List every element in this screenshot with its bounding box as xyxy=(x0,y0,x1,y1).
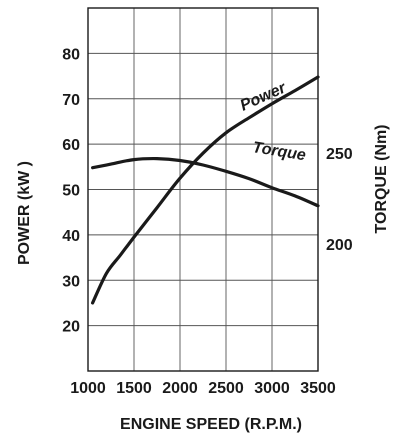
y-axis-right-title: TORQUE (Nm) xyxy=(373,124,390,233)
plot-frame xyxy=(87,7,319,372)
tick-labels: 1000 1500 2000 2500 3000 3500 20 30 40 50 60 70 80 20… xyxy=(62,46,353,397)
torque-series-label: Torque xyxy=(251,139,307,164)
y-axis-left-title: POWER (kW ) xyxy=(16,161,33,265)
y-right-tick-label: 200 xyxy=(326,237,353,254)
y-left-tick-label: 40 xyxy=(62,228,80,245)
y-left-tick-label: 50 xyxy=(62,183,80,200)
y-left-tick-label: 20 xyxy=(62,319,80,336)
power-line xyxy=(91,75,320,305)
x-tick-label: 3500 xyxy=(300,380,336,397)
y-right-tick-label: 250 xyxy=(326,146,353,163)
y-left-tick-label: 80 xyxy=(62,46,80,63)
x-tick-label: 2500 xyxy=(208,380,244,397)
y-left-tick-label: 60 xyxy=(62,137,80,154)
series-lines xyxy=(91,75,320,305)
x-tick-label: 1000 xyxy=(70,380,106,397)
x-tick-label: 1500 xyxy=(116,380,152,397)
y-left-tick-label: 70 xyxy=(62,92,80,109)
x-axis-title: ENGINE SPEED (R.P.M.) xyxy=(120,416,302,433)
y-left-tick-label: 30 xyxy=(62,273,80,290)
grid-lines xyxy=(88,8,318,371)
x-tick-label: 2000 xyxy=(162,380,198,397)
torque-line xyxy=(91,156,320,208)
x-tick-label: 3000 xyxy=(254,380,290,397)
